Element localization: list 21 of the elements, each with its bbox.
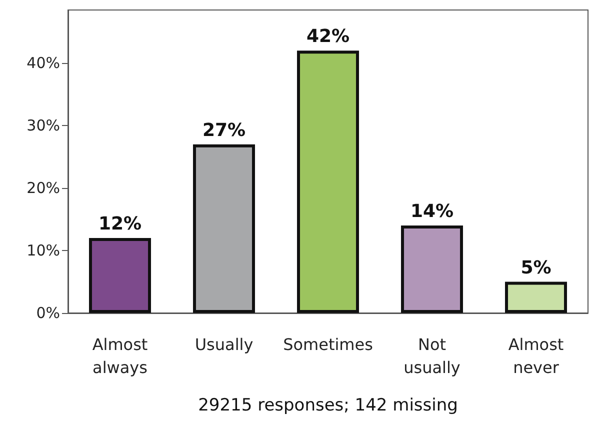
data-label: 27% [202,120,246,141]
bar [401,226,463,313]
data-label: 5% [520,257,552,278]
bar [193,144,255,313]
data-label: 12% [98,214,142,235]
y-tick-label: 20% [26,179,60,198]
y-tick-label: 40% [26,54,60,72]
y-tick-label: 30% [26,116,60,135]
x-tick-label: Usually [194,335,254,354]
x-tick-label: Almost always [92,335,148,377]
bar [297,50,359,313]
x-tick-label: Almost never [508,335,564,377]
data-label: 14% [410,201,454,222]
y-tick-label: 10% [26,242,60,260]
x-axis-title: 29215 responses; 142 missing [198,396,458,416]
y-tick-label: 0% [36,304,60,322]
data-label: 42% [306,26,350,48]
bar [89,238,151,313]
x-tick-label: Not usually [404,335,460,377]
x-tick-label: Sometimes [283,335,373,354]
bar [505,282,567,313]
